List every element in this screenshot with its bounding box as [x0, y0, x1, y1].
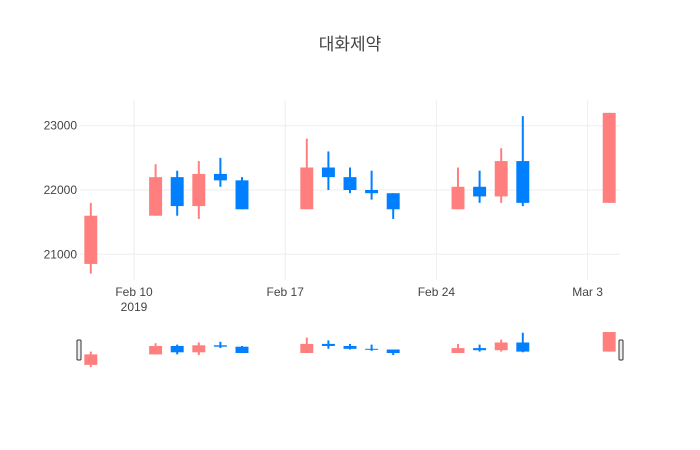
- slider-candle: [192, 342, 206, 356]
- range-slider[interactable]: [76, 332, 624, 367]
- candle-body: [321, 167, 335, 178]
- candle: [602, 112, 616, 203]
- candle: [473, 170, 487, 203]
- candle-body: [235, 180, 249, 210]
- candle: [213, 157, 227, 187]
- candle-body: [343, 177, 357, 190]
- slider-candle-body: [149, 346, 163, 355]
- candle: [451, 167, 465, 210]
- slider-candle-body: [321, 343, 335, 346]
- range-slider-left-handle[interactable]: [76, 339, 82, 361]
- slider-candle: [300, 337, 314, 353]
- slider-candle-body: [213, 345, 227, 347]
- y-tick-label: 22000: [44, 183, 78, 197]
- candle-body: [516, 161, 530, 203]
- candle: [300, 138, 314, 210]
- candle-body: [494, 161, 508, 197]
- slider-candle: [343, 343, 357, 350]
- x-tick-label: Feb 10: [115, 285, 153, 299]
- slider-candle: [235, 346, 249, 353]
- slider-candle: [494, 339, 508, 352]
- candles: [84, 112, 616, 274]
- candle-body: [602, 112, 616, 203]
- candle: [149, 164, 163, 216]
- candle: [170, 170, 184, 216]
- candle: [192, 161, 206, 219]
- slider-candle: [84, 351, 98, 367]
- slider-candle: [149, 343, 163, 355]
- slider-candle: [365, 344, 379, 351]
- slider-candle: [602, 332, 616, 352]
- slider-candle-body: [343, 346, 357, 349]
- candle: [84, 202, 98, 274]
- candle: [235, 177, 249, 210]
- x-tick-sublabel: 2019: [121, 300, 148, 314]
- candle-body: [300, 167, 314, 210]
- candle-body: [213, 173, 227, 181]
- slider-candle-body: [365, 348, 379, 350]
- slider-candle: [170, 344, 184, 355]
- y-axis-ticks: 21000 22000 23000: [44, 119, 78, 262]
- slider-candle-body: [170, 346, 184, 353]
- slider-candle-body: [84, 354, 98, 365]
- x-tick-label: Feb 17: [267, 285, 305, 299]
- x-tick-label: Mar 3: [572, 285, 603, 299]
- candle: [343, 167, 357, 194]
- slider-candle: [213, 341, 227, 349]
- candle-body: [84, 215, 98, 264]
- x-tick-label: Feb 24: [418, 285, 456, 299]
- chart-title: 대화제약: [319, 35, 382, 55]
- slider-candle-body: [516, 342, 530, 352]
- y-tick-label: 23000: [44, 119, 78, 133]
- slider-candle-body: [300, 343, 314, 353]
- slider-candle-body: [494, 342, 508, 351]
- candle: [386, 193, 400, 219]
- slider-candle: [451, 343, 465, 353]
- candle-body: [451, 186, 465, 210]
- slider-candle-body: [451, 348, 465, 353]
- candle-body: [386, 193, 400, 210]
- candle-body: [149, 177, 163, 216]
- candle: [494, 148, 508, 203]
- candle-body: [170, 177, 184, 207]
- candle-body: [473, 186, 487, 197]
- slider-candle: [516, 332, 530, 353]
- slider-candle: [321, 340, 335, 349]
- candle: [516, 116, 530, 207]
- candle-body: [365, 190, 379, 194]
- slider-candle-body: [473, 348, 487, 351]
- slider-candle-body: [386, 349, 400, 353]
- range-slider-right-handle[interactable]: [618, 339, 624, 361]
- grid-lines: [80, 100, 620, 280]
- slider-candle-body: [192, 345, 206, 353]
- slider-candle: [473, 344, 487, 352]
- candle: [365, 170, 379, 200]
- y-tick-label: 21000: [44, 247, 78, 261]
- slider-candle-body: [602, 332, 616, 352]
- candle-body: [192, 173, 206, 207]
- slider-candle-body: [235, 346, 249, 353]
- slider-candle: [386, 349, 400, 356]
- candle: [321, 151, 335, 190]
